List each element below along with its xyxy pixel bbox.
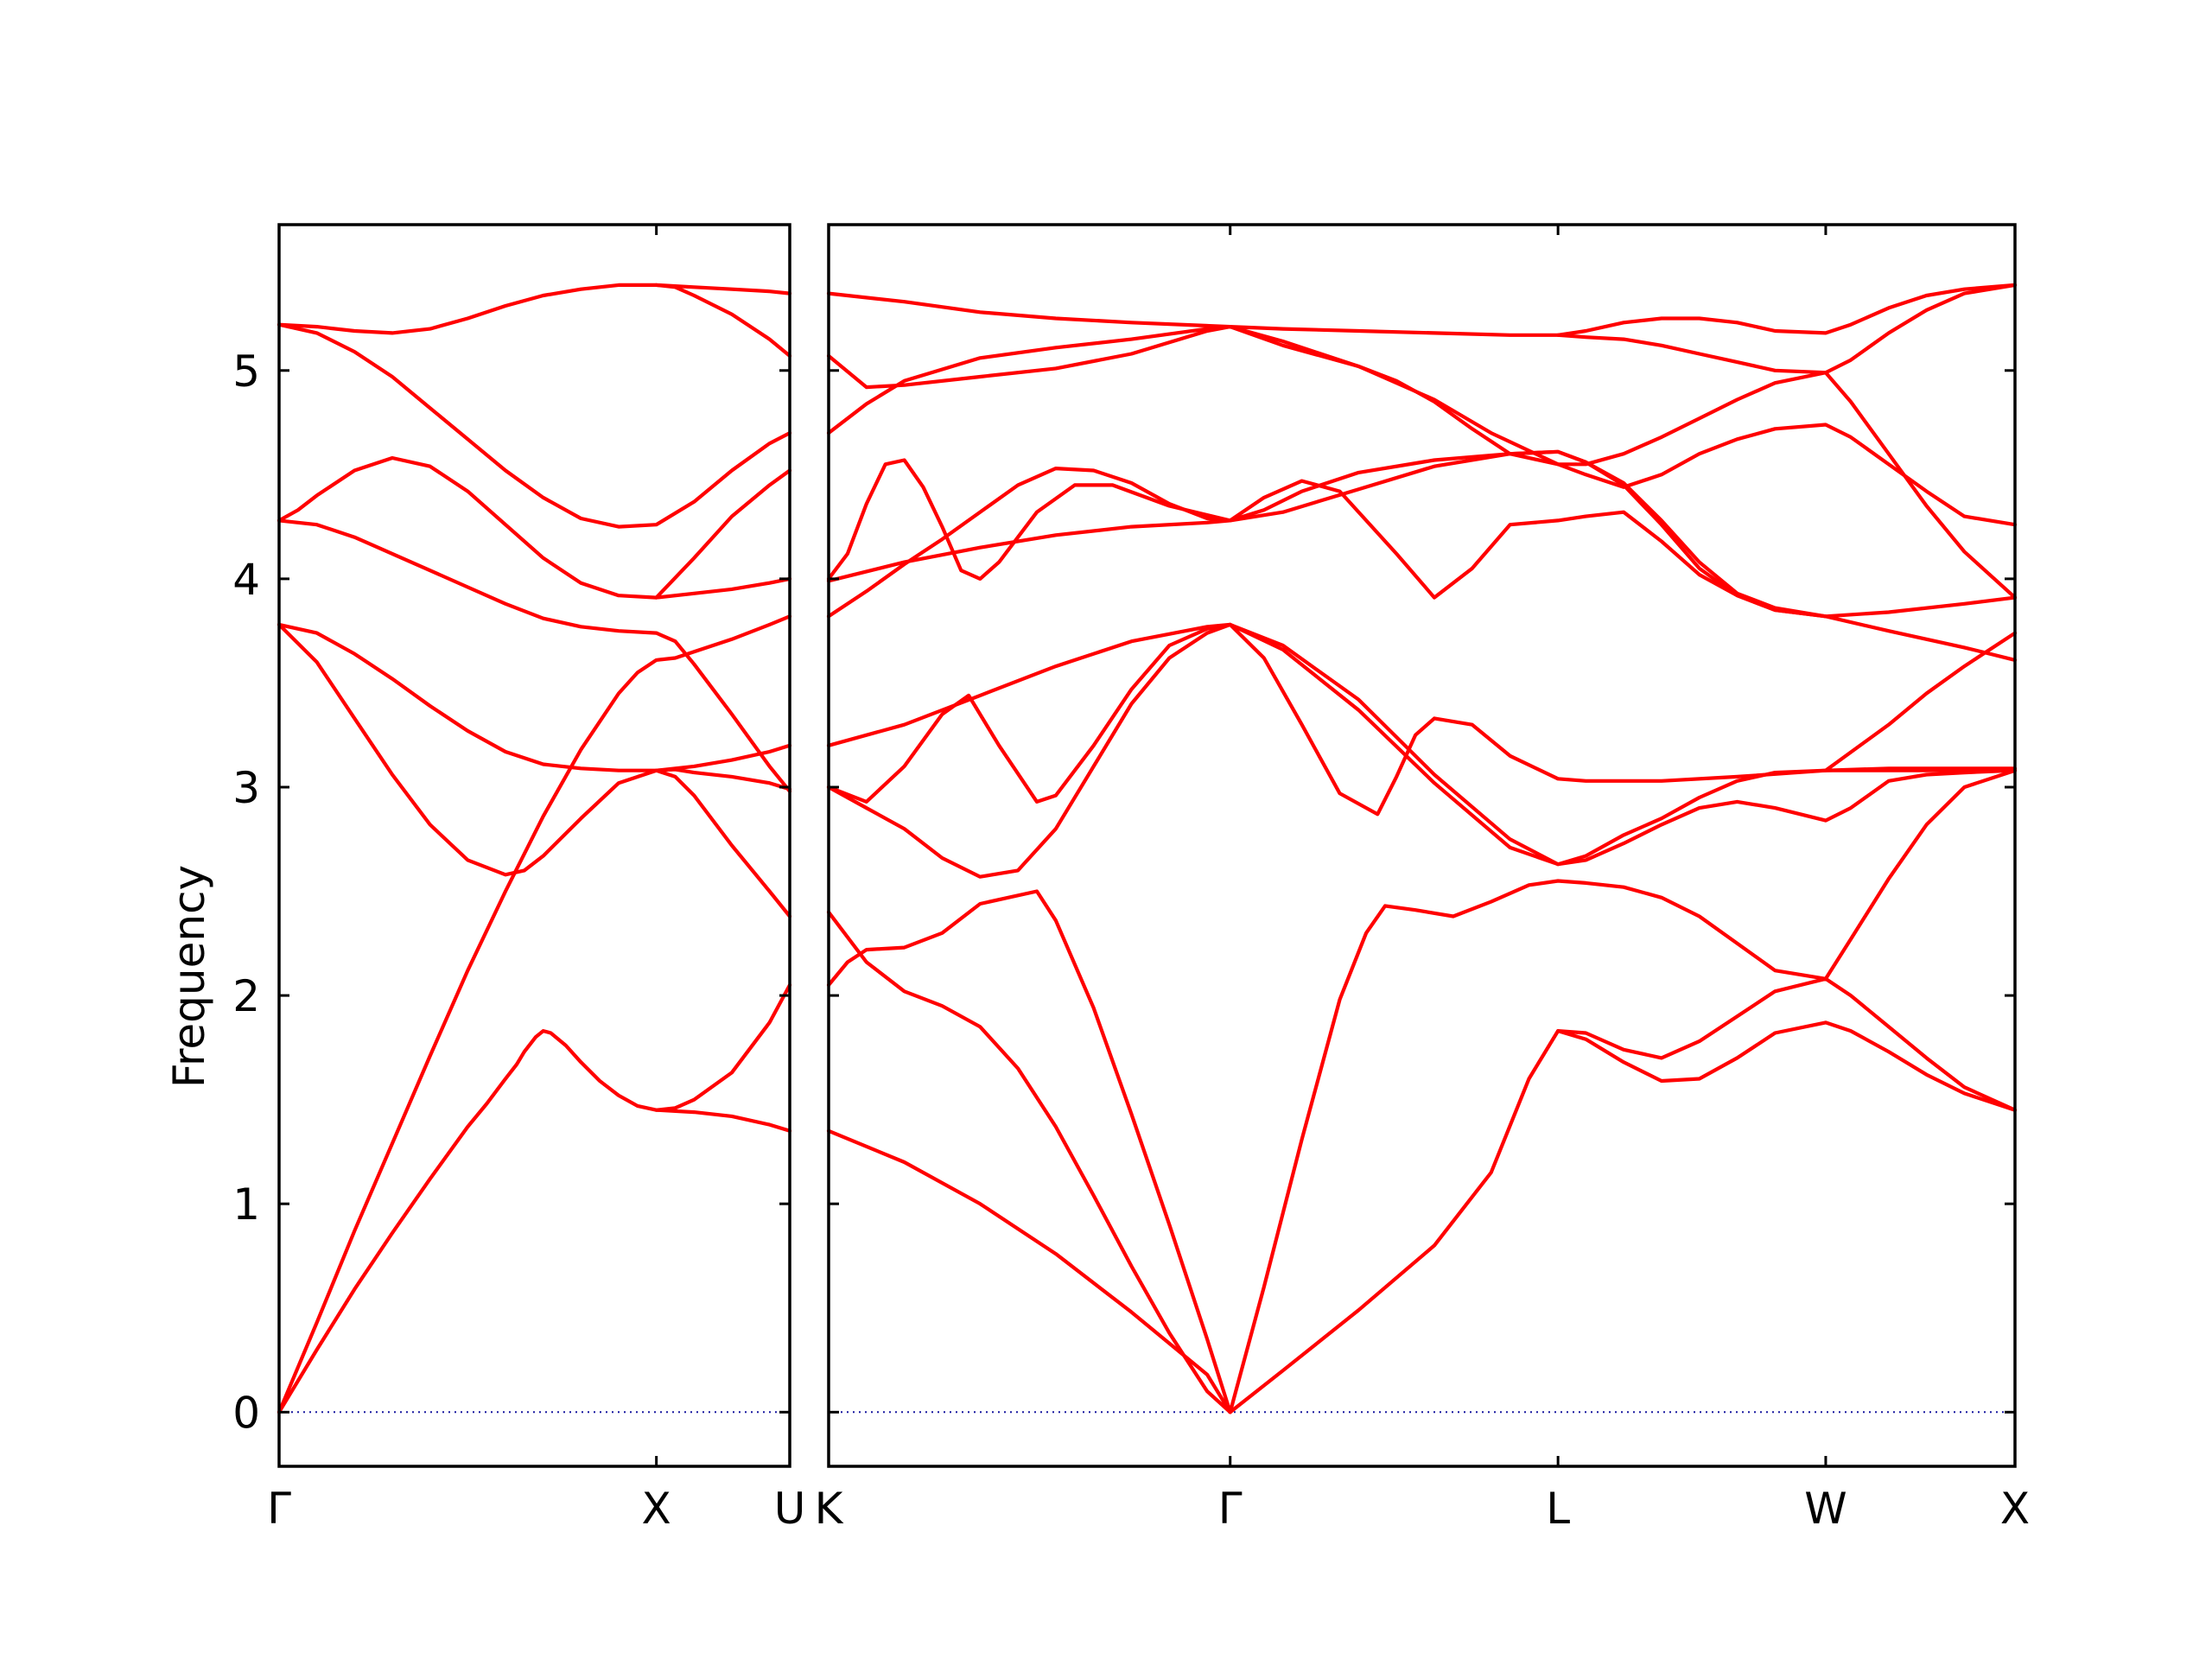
x-tick-label: K: [815, 1484, 844, 1534]
band-line-left-1: [276, 982, 792, 1414]
band-line-right-1: [826, 1128, 1232, 1414]
left-panel-frame: [277, 223, 791, 1468]
band-line-left-10: [276, 322, 792, 529]
x-tick-label: X: [642, 1484, 671, 1534]
band-line-right-3: [826, 889, 1232, 1414]
x-tick-label: Γ: [1218, 1484, 1243, 1534]
band-line-left-3: [276, 614, 792, 1414]
band-line-right-11: [826, 449, 2018, 619]
x-tick-label: L: [1546, 1484, 1570, 1534]
band-line-left-12: [654, 283, 792, 296]
band-line-right-9: [826, 622, 2018, 867]
band-line-right-4: [1228, 976, 2018, 1414]
right-panel-frame: [827, 223, 2017, 1468]
band-line-left-7: [276, 518, 792, 793]
band-line-right-7: [826, 622, 2018, 879]
band-line-left-6: [654, 743, 792, 772]
y-tick-label: 2: [232, 971, 260, 1021]
y-axis-title: Frequency: [164, 865, 214, 1088]
band-line-right-14: [826, 325, 2018, 600]
band-line-right-5: [1556, 1020, 2018, 1112]
band-line-left-8: [276, 455, 792, 600]
y-tick-label: 3: [232, 763, 260, 813]
left-panel: 0 1 2 3 4 5 Γ X U: [232, 223, 806, 1534]
band-line-right-8: [826, 622, 2018, 867]
band-line-right-16: [826, 283, 2018, 337]
band-line-left-11: [276, 283, 792, 358]
y-tick-label: 4: [232, 555, 260, 605]
x-tick-label: W: [1804, 1484, 1847, 1534]
band-line-left-9: [654, 468, 792, 600]
band-line-right-2: [826, 910, 1232, 1414]
band-line-left-5: [276, 622, 792, 791]
band-line-right-10: [1823, 631, 2018, 772]
y-tick-label: 5: [232, 346, 260, 397]
band-line-right-15: [826, 325, 2018, 527]
band-line-right-17: [1556, 283, 2018, 375]
x-tick-label: X: [2000, 1484, 2030, 1534]
band-line-left-2: [654, 1108, 792, 1133]
band-line-right-12: [826, 449, 2018, 662]
x-tick-label: U: [774, 1484, 806, 1534]
band-line-right-6: [1228, 768, 2018, 1414]
y-tick-label: 1: [232, 1179, 260, 1230]
band-line-right-13: [826, 458, 1827, 619]
x-tick-label: Γ: [267, 1484, 291, 1534]
band-line-left-4: [276, 622, 792, 918]
y-tick-label: 0: [232, 1388, 260, 1438]
